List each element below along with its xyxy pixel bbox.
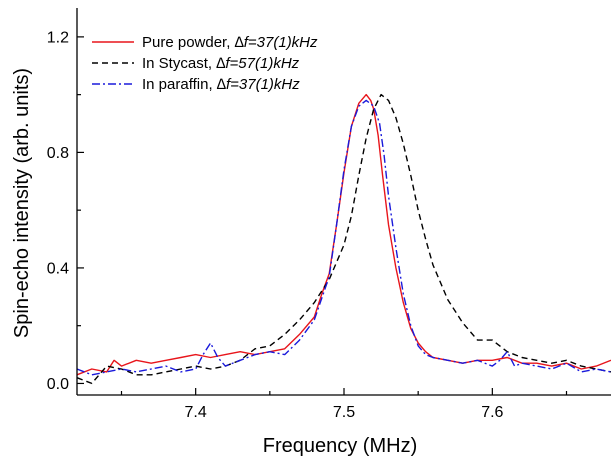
legend: Pure powder, ∆f=37(1)kHz In Stycast, ∆f=5…	[92, 34, 318, 93]
series-line-3	[77, 99, 611, 376]
y-axis-label: Spin-echo intensity (arb. units)	[11, 68, 33, 338]
y-tick-label: 0.0	[47, 376, 69, 393]
series-line-1	[77, 93, 611, 376]
axis-ticks	[77, 36, 568, 395]
x-axis-label: Frequency (MHz)	[263, 435, 417, 457]
tick-labels: 7.4 7.5 7.6 0.0 0.4 0.8 1.2	[47, 29, 504, 421]
series-layer	[77, 93, 611, 385]
x-tick-label: 7.6	[481, 404, 503, 421]
x-tick-label: 7.5	[333, 404, 355, 421]
legend-label-2: In Stycast, ∆f=57(1)kHz	[142, 55, 300, 72]
y-tick-label: 0.4	[47, 260, 69, 277]
y-tick-label: 1.2	[47, 29, 69, 46]
legend-label-1: Pure powder, ∆f=37(1)kHz	[142, 34, 318, 51]
legend-label-3: In paraffin, ∆f=37(1)kHz	[142, 76, 300, 93]
series-line-2	[77, 93, 611, 385]
x-tick-label: 7.4	[185, 404, 207, 421]
y-tick-label: 0.8	[47, 145, 69, 162]
